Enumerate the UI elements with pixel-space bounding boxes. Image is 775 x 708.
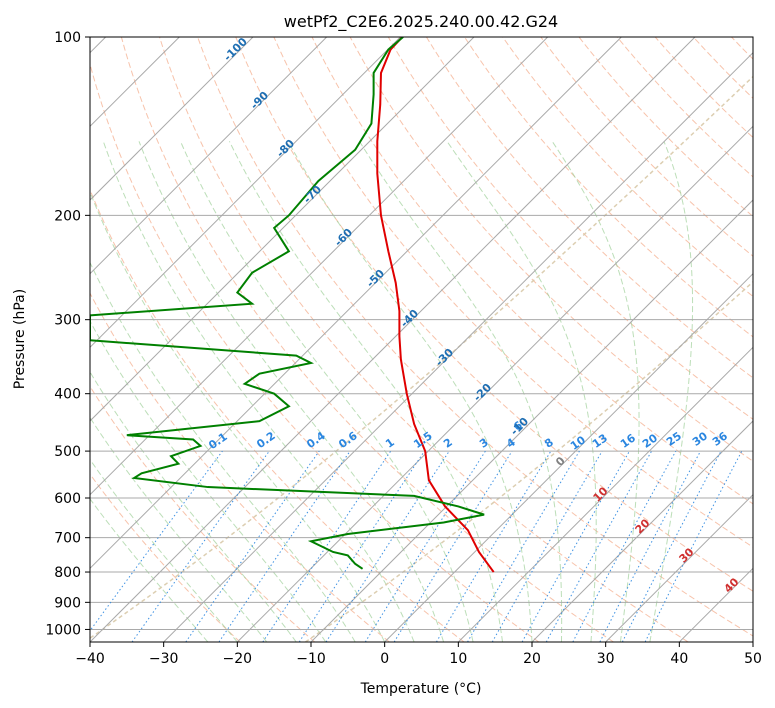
isotherm [90, 37, 549, 496]
x-tick-label: 50 [744, 651, 762, 667]
dry-adiabat [273, 37, 753, 548]
dry-adiabat [502, 37, 753, 298]
isotherm [605, 493, 753, 642]
isotherm [90, 37, 254, 201]
x-axis-title: Temperature (°C) [360, 681, 482, 697]
mixing-ratio-line [185, 450, 320, 642]
isotherm [90, 37, 475, 422]
isotherm [163, 51, 753, 642]
plot-frame [89, 36, 754, 643]
reference-curve [90, 75, 753, 640]
dewpoint-trace [90, 37, 485, 570]
dry-adiabat [90, 62, 540, 642]
x-tick-label: 10 [449, 651, 467, 667]
isotherm [531, 420, 753, 642]
dry-adiabat [311, 37, 753, 505]
isotherm [90, 37, 401, 349]
x-tick-label: −30 [149, 651, 179, 667]
mixing-ratio-line [131, 450, 270, 642]
y-tick-label: 800 [54, 565, 81, 581]
dry-adiabat [235, 37, 753, 592]
x-tick-label: −40 [75, 651, 105, 667]
dry-adiabat [159, 37, 689, 642]
x-tick-label: 20 [523, 651, 541, 667]
x-tick-label: −20 [223, 651, 253, 667]
isotherm [236, 125, 753, 642]
isotherm [90, 37, 622, 570]
dry-adiabat [90, 473, 241, 642]
y-tick-label: 1000 [45, 622, 81, 638]
dry-adiabat [90, 188, 465, 642]
y-tick-label: 200 [54, 208, 81, 224]
isotherm [90, 37, 696, 642]
x-tick-label: 40 [670, 651, 688, 667]
x-tick-label: 30 [597, 651, 615, 667]
mixing-ratio-line [90, 450, 223, 632]
y-tick-label: 900 [54, 595, 81, 611]
y-tick-label: 300 [54, 313, 81, 329]
y-tick-label: 100 [54, 30, 81, 46]
mixing-ratio-line [521, 450, 630, 642]
dry-adiabat [387, 37, 753, 420]
y-tick-label: 700 [54, 531, 81, 547]
isotherm [457, 346, 753, 642]
mixing-ratio-line [545, 450, 653, 642]
mixing-ratio-line [325, 450, 450, 642]
background-lines [90, 37, 753, 642]
isotherm [384, 272, 753, 642]
isotherm [90, 37, 328, 275]
reference-curve [305, 280, 753, 642]
y-axis: 100 200 300 400 500 600 700 800 900 1000 [45, 30, 90, 638]
y-tick-label: 600 [54, 491, 81, 507]
mixing-ratio-line [218, 450, 351, 642]
isotherm [310, 199, 753, 642]
mixing-ratio-line [644, 450, 743, 642]
dry-adiabat [90, 385, 316, 642]
chart-title: wetPf2_C2E6.2025.240.00.42.G24 [284, 12, 558, 32]
dry-adiabat [464, 37, 753, 338]
mixing-ratio-line [572, 450, 677, 642]
x-tick-label: −10 [296, 651, 326, 667]
mixing-ratio-line [393, 450, 513, 642]
series-layer [90, 37, 495, 573]
y-axis-title: Pressure (hPa) [12, 289, 28, 389]
y-tick-label: 500 [54, 444, 81, 460]
dry-adiabat [349, 37, 753, 462]
x-tick-label: 0 [380, 651, 389, 667]
dry-adiabat [120, 37, 614, 642]
y-tick-label: 400 [54, 387, 81, 403]
x-axis: −40 −30 −20 −10 0 10 20 30 40 50 [75, 642, 762, 667]
